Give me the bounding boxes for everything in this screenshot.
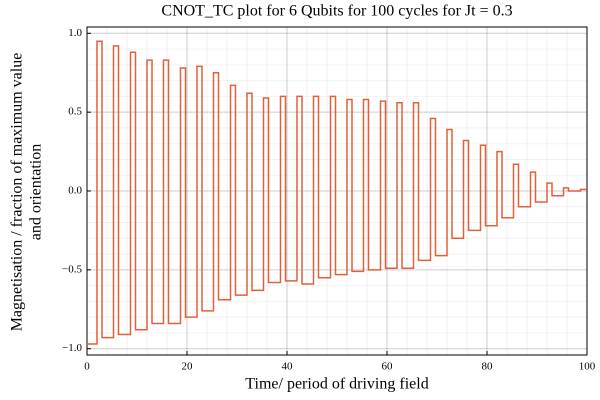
y-tick-label: 1.0 (68, 27, 82, 39)
y-axis-label: Magnetisation / fraction of maximum valu… (9, 53, 26, 332)
x-tick-label: 80 (482, 361, 494, 373)
x-tick-label: 100 (579, 361, 596, 373)
x-tick-label: 60 (382, 361, 394, 373)
x-tick-label: 0 (84, 361, 90, 373)
x-tick-label: 40 (282, 361, 294, 373)
step-line (87, 40, 587, 345)
x-axis-label: Time/ period of driving field (245, 376, 428, 393)
y-tick-label: 0.0 (68, 185, 82, 197)
y-axis-label: and orientation (28, 144, 45, 240)
plot-frame (86, 26, 588, 356)
x-tick-label: 20 (182, 361, 194, 373)
y-tick-label: 0.5 (68, 106, 82, 118)
y-tick-label: −1.0 (62, 342, 82, 354)
chart-title: CNOT_TC plot for 6 Qubits for 100 cycles… (161, 3, 512, 20)
y-tick-label: −0.5 (62, 263, 82, 275)
